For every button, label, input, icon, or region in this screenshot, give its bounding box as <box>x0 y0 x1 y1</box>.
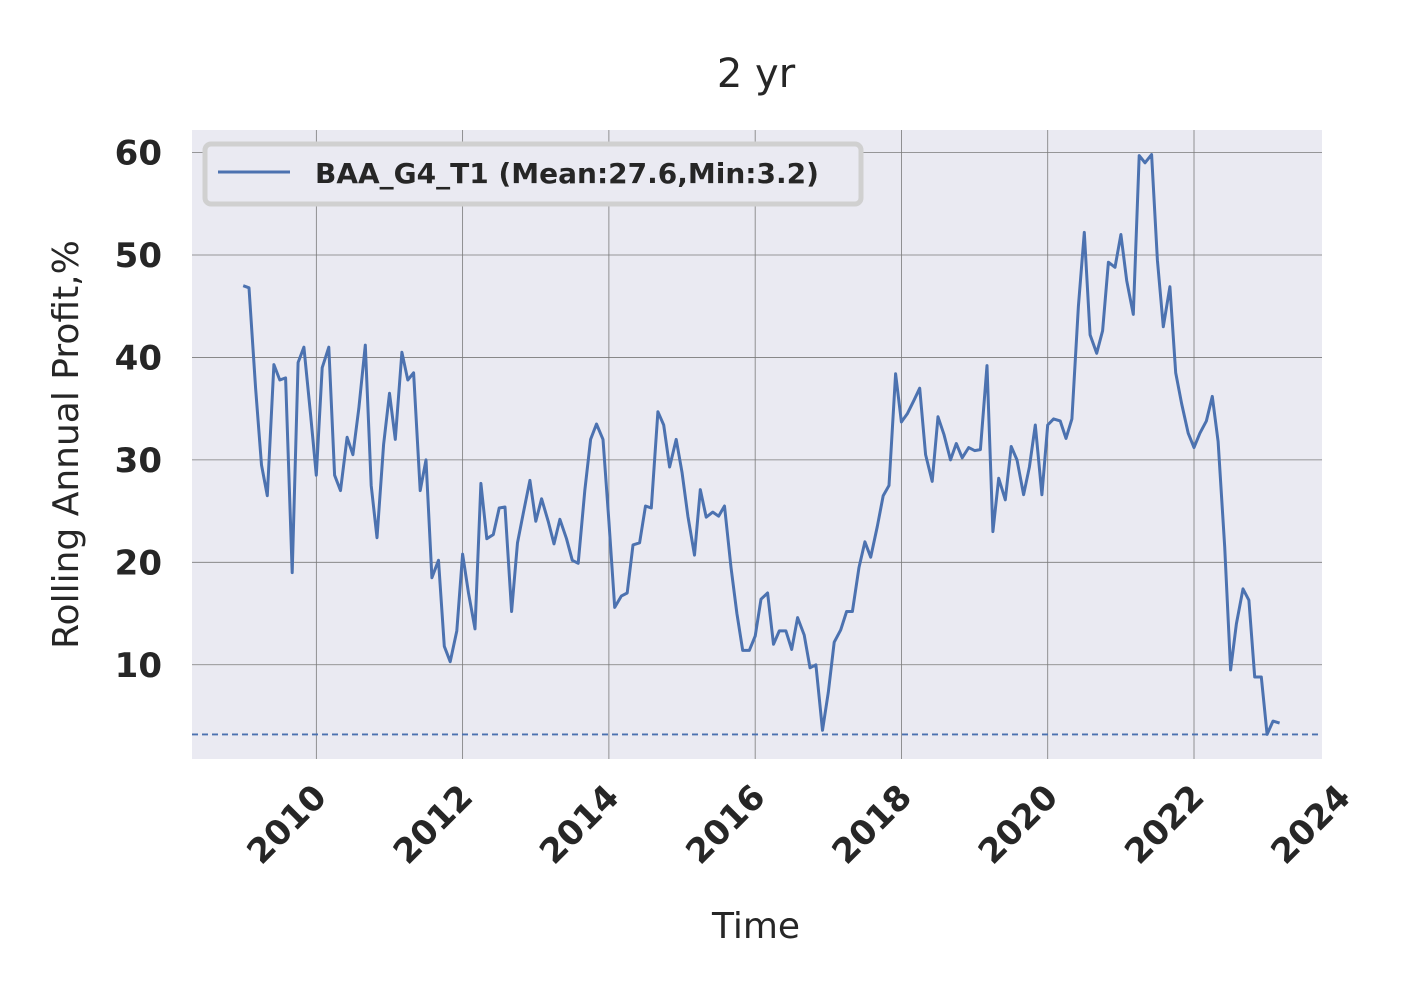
x-tick-label: 2018 <box>825 777 920 872</box>
x-tick-label: 2014 <box>532 777 627 872</box>
y-tick-label: 10 <box>115 646 162 686</box>
legend-frame <box>202 141 864 207</box>
x-tick-label: 2022 <box>1117 777 1212 872</box>
x-tick-label: 2024 <box>1263 777 1358 872</box>
y-tick-label: 20 <box>115 543 162 583</box>
grid-lines <box>192 130 1322 759</box>
y-tick-label: 40 <box>115 338 162 378</box>
y-tick-label: 30 <box>115 441 162 481</box>
legend: BAA_G4_T1 (Mean:27.6,Min:3.2) <box>202 141 864 207</box>
y-tick-label: 60 <box>115 134 162 174</box>
legend-entry: BAA_G4_T1 (Mean:27.6,Min:3.2) <box>315 157 819 190</box>
x-axis: 2010 2012 2014 2016 2018 2020 2022 2024 <box>239 777 1358 872</box>
chart-title: 2 yr <box>717 51 796 97</box>
series-line <box>242 153 1281 736</box>
y-axis: 10 20 30 40 50 60 <box>115 134 162 686</box>
y-tick-label: 50 <box>115 236 162 276</box>
x-tick-label: 2010 <box>239 777 334 872</box>
plot-area <box>192 130 1322 759</box>
x-axis-label: Time <box>711 906 800 947</box>
x-tick-label: 2020 <box>971 777 1066 872</box>
x-tick-label: 2016 <box>678 777 773 872</box>
x-tick-label: 2012 <box>386 777 481 872</box>
y-axis-label: Rolling Annual Profit,% <box>46 240 87 649</box>
